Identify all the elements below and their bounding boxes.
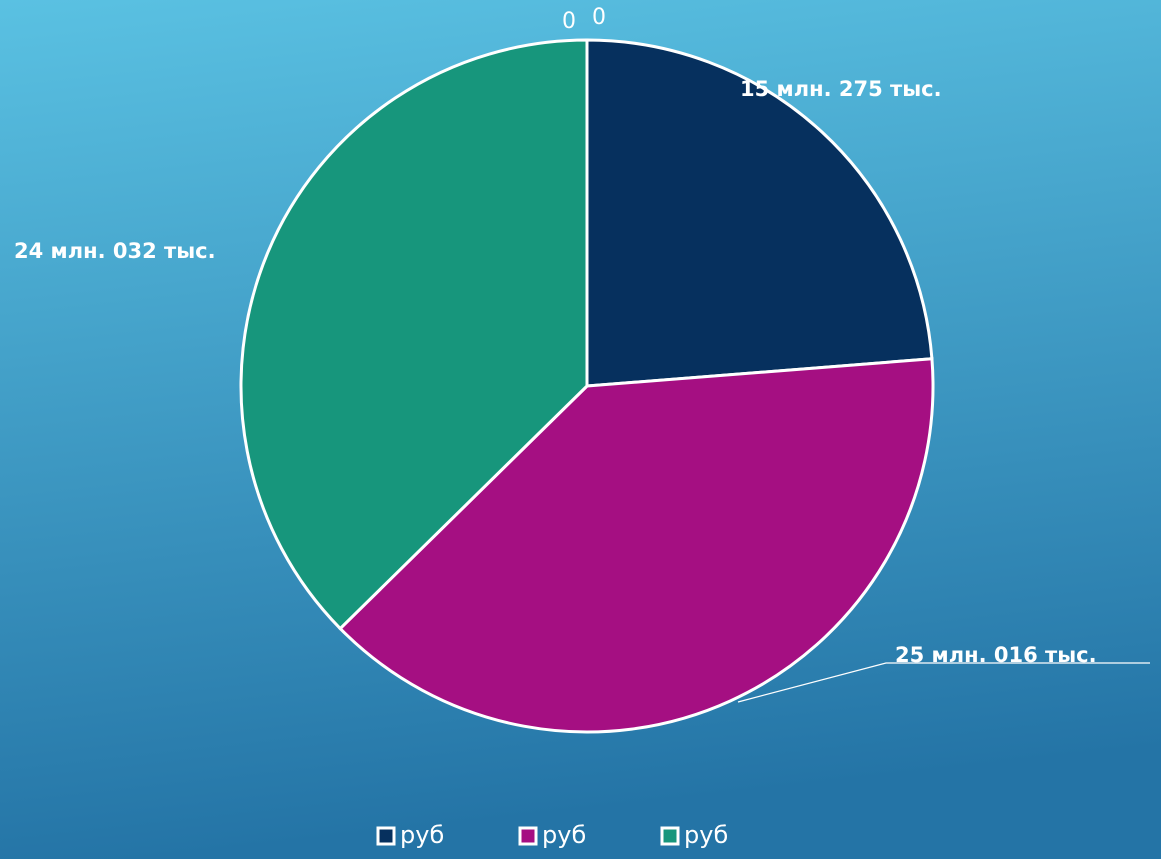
pie-slice bbox=[239, 38, 589, 631]
leader-line bbox=[737, 662, 1150, 703]
legend-swatch bbox=[376, 826, 396, 846]
pie-slice bbox=[338, 357, 935, 734]
data-label: 24 млн. 032 тыс. bbox=[14, 239, 216, 263]
data-label: 0 bbox=[562, 9, 576, 34]
legend-swatch bbox=[660, 826, 680, 846]
legend-label: руб bbox=[400, 821, 444, 849]
pie-slice bbox=[585, 38, 934, 388]
data-label: 15 млн. 275 тыс. bbox=[740, 77, 942, 101]
data-label: 0 bbox=[592, 5, 606, 30]
pie bbox=[239, 38, 935, 734]
legend: руб руб руб bbox=[376, 821, 728, 849]
labels: 015 млн. 275 тыс.25 млн. 016 тыс.24 млн.… bbox=[14, 5, 1150, 703]
legend-label: руб bbox=[684, 821, 728, 849]
legend-label: руб bbox=[542, 821, 586, 849]
legend-swatch bbox=[518, 826, 538, 846]
